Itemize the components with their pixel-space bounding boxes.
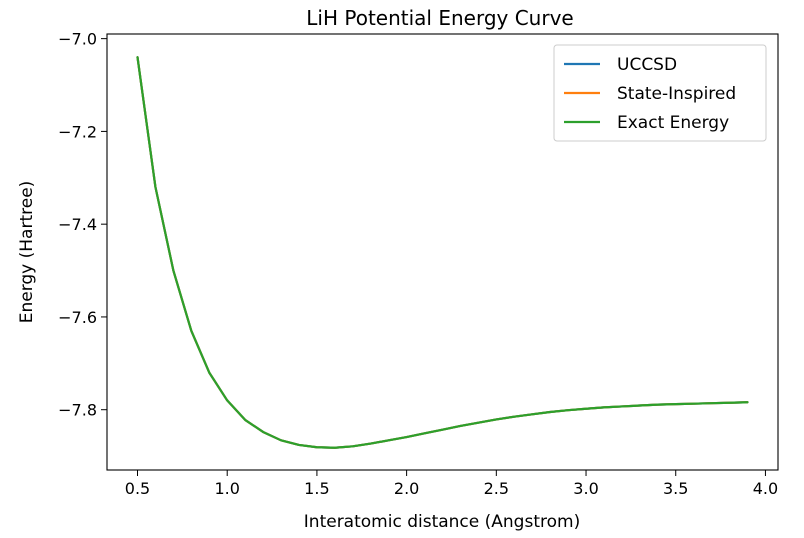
x-tick-label: 0.5 xyxy=(125,479,150,498)
x-tick-label: 2.0 xyxy=(394,479,419,498)
y-tick-label: −7.2 xyxy=(58,122,97,141)
chart-title: LiH Potential Energy Curve xyxy=(306,6,573,30)
legend: UCCSD State-Inspired Exact Energy xyxy=(553,44,767,142)
y-tick-label: −7.8 xyxy=(58,401,97,420)
x-tick-label: 4.0 xyxy=(753,479,778,498)
legend-label: Exact Energy xyxy=(617,113,729,133)
y-tick-label: −7.6 xyxy=(58,308,97,327)
legend-label: State-Inspired xyxy=(617,84,736,104)
y-tick-label: −7.0 xyxy=(58,30,97,49)
y-axis-ticks: −7.0 −7.2 −7.4 −7.6 −7.8 xyxy=(58,30,107,420)
x-axis-ticks: 0.5 1.0 1.5 2.0 2.5 3.0 3.5 4.0 xyxy=(125,470,778,498)
x-tick-label: 3.0 xyxy=(573,479,598,498)
x-axis-label: Interatomic distance (Angstrom) xyxy=(304,512,580,532)
x-tick-label: 2.5 xyxy=(484,479,509,498)
y-axis-label: Energy (Hartree) xyxy=(17,181,37,324)
x-tick-label: 1.0 xyxy=(214,479,239,498)
series-line-2 xyxy=(136,56,749,449)
legend-box xyxy=(553,44,767,142)
x-tick-label: 3.5 xyxy=(663,479,688,498)
series-lines xyxy=(136,56,749,449)
legend-label: UCCSD xyxy=(617,55,677,75)
y-tick-label: −7.4 xyxy=(58,215,97,234)
x-tick-label: 1.5 xyxy=(304,479,329,498)
